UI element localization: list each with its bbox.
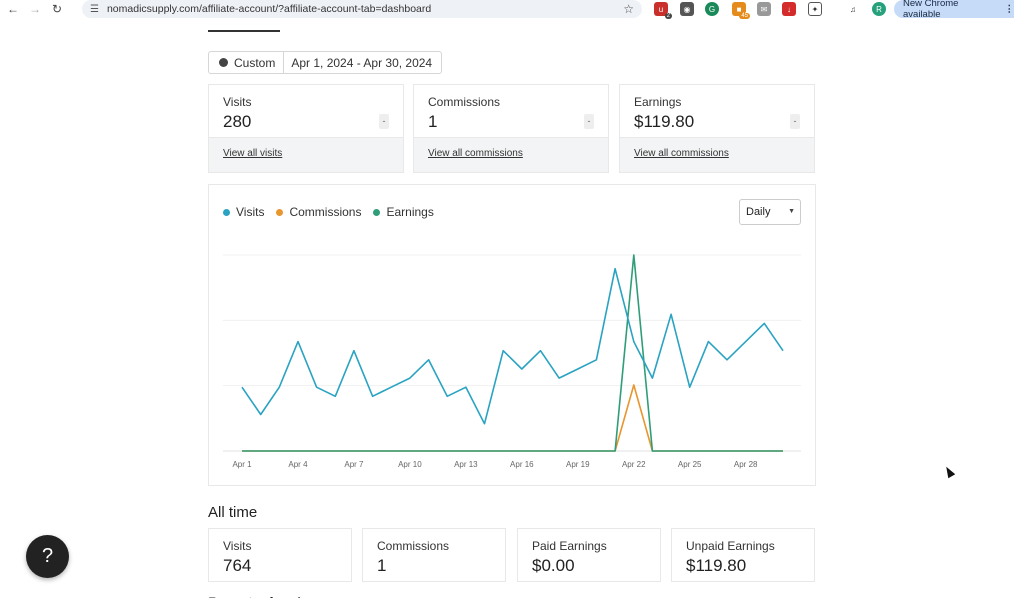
mouse-cursor-icon bbox=[942, 464, 956, 479]
legend-label: Visits bbox=[236, 205, 265, 219]
legend-item-visits[interactable]: Visits bbox=[223, 205, 264, 219]
active-tab-indicator bbox=[208, 30, 280, 32]
view-all-commissions-link[interactable]: View all commissions bbox=[428, 148, 523, 159]
stat-card-commissions: Commissions 1 - View all commissions bbox=[413, 84, 609, 173]
legend-dot bbox=[223, 208, 230, 216]
date-range-filter[interactable]: Custom Apr 1, 2024 - Apr 30, 2024 bbox=[208, 51, 443, 74]
kebab-menu-icon[interactable]: ⋮ bbox=[1004, 3, 1014, 15]
stat-label: Paid Earnings bbox=[532, 539, 607, 553]
address-bar[interactable]: ☰ nomadicsupply.com/affiliate-account/?a… bbox=[82, 0, 642, 18]
date-preset-label: Custom bbox=[234, 55, 276, 70]
activity-line-chart: Apr 1 Apr 4 Apr 7 Apr 10 Apr 13 Apr 16 Apr 19 A… bbox=[223, 254, 801, 469]
extension-badge: 45 bbox=[739, 13, 750, 19]
stat-card-earnings: Earnings $119.80 - View all commissions bbox=[619, 84, 815, 173]
all-time-card-commissions: Commissions 1 bbox=[362, 528, 506, 582]
stat-delta: - bbox=[584, 114, 594, 129]
recent-referrals-heading: Recent referrals bbox=[208, 594, 308, 598]
x-tick-label: Apr 25 bbox=[678, 460, 702, 469]
stat-value: $0.00 bbox=[532, 556, 575, 575]
stat-value: 1 bbox=[377, 556, 387, 575]
stat-label: Visits bbox=[223, 95, 252, 109]
back-icon[interactable]: ← bbox=[7, 2, 19, 16]
stat-delta: - bbox=[379, 114, 389, 129]
view-all-earnings-link[interactable]: View all commissions bbox=[634, 148, 729, 159]
stat-card-footer: View all commissions bbox=[620, 137, 814, 172]
stat-value: 280 bbox=[223, 112, 252, 131]
mail-extension-icon[interactable]: ✉ bbox=[757, 2, 771, 16]
stat-label: Unpaid Earnings bbox=[686, 539, 775, 553]
all-time-heading: All time bbox=[208, 504, 258, 521]
stat-card-footer: View all visits bbox=[209, 137, 403, 172]
clock-icon bbox=[219, 58, 228, 67]
chrome-update-label: New Chrome available bbox=[903, 0, 959, 20]
legend-label: Earnings bbox=[386, 205, 434, 219]
x-tick-label: Apr 22 bbox=[622, 460, 646, 469]
period-select-value: Daily bbox=[746, 206, 771, 218]
reload-icon[interactable]: ↻ bbox=[51, 2, 63, 16]
forward-icon[interactable]: → bbox=[29, 2, 41, 16]
stat-label: Earnings bbox=[634, 95, 682, 109]
stat-label: Commissions bbox=[428, 95, 501, 109]
chrome-update-button[interactable]: New Chrome available ⋮ bbox=[894, 0, 1014, 20]
all-time-card-visits: Visits 764 bbox=[208, 528, 352, 582]
x-tick-label: Apr 28 bbox=[734, 460, 758, 469]
extension-icon[interactable]: ■ 45 bbox=[732, 2, 750, 19]
site-info-icon[interactable]: ☰ bbox=[90, 3, 99, 15]
x-tick-label: Apr 13 bbox=[454, 460, 478, 469]
legend-dot bbox=[373, 208, 381, 216]
series-line-visits bbox=[241, 267, 784, 425]
media-control-icon[interactable]: ♫ bbox=[846, 2, 860, 16]
chevron-down-icon: ▼ bbox=[788, 208, 795, 215]
all-time-card-paid-earnings: Paid Earnings $0.00 bbox=[517, 528, 661, 582]
profile-avatar[interactable]: R bbox=[872, 2, 886, 16]
legend-dot bbox=[276, 208, 284, 216]
stat-label: Commissions bbox=[377, 539, 450, 553]
series-line-commissions bbox=[242, 384, 783, 452]
url-text: nomadicsupply.com/affiliate-account/?aff… bbox=[106, 3, 432, 15]
series-line-earnings bbox=[242, 254, 783, 452]
stat-value: 764 bbox=[223, 556, 252, 575]
x-tick-label: Apr 19 bbox=[566, 460, 590, 469]
date-range-input[interactable]: Apr 1, 2024 - Apr 30, 2024 bbox=[291, 55, 433, 70]
extension-badge: 2 bbox=[664, 13, 672, 19]
x-tick-label: Apr 4 bbox=[288, 460, 308, 469]
download-extension-icon[interactable]: ↓ bbox=[782, 2, 796, 16]
stat-value: 1 bbox=[428, 112, 438, 131]
legend-label: Commissions bbox=[289, 205, 362, 219]
robot-extension-icon[interactable]: ◉ bbox=[680, 2, 694, 16]
activity-chart-card: Apr 1 Apr 4 Apr 7 Apr 10 Apr 13 Apr 16 Apr 19 A… bbox=[208, 184, 816, 486]
x-tick-label: Apr 10 bbox=[398, 460, 422, 469]
grammar-extension-icon[interactable]: G bbox=[705, 2, 719, 16]
legend-item-earnings[interactable]: Earnings bbox=[373, 205, 434, 219]
stat-card-footer: View all commissions bbox=[414, 137, 608, 172]
stat-label: Visits bbox=[223, 539, 252, 553]
stat-value: $119.80 bbox=[686, 556, 747, 575]
x-tick-label: Apr 1 bbox=[232, 460, 252, 469]
puzzle-icon[interactable]: ✦ bbox=[808, 2, 822, 16]
period-select[interactable]: Daily ▼ bbox=[739, 199, 801, 225]
date-preset-button[interactable]: Custom bbox=[209, 52, 285, 73]
view-all-visits-link[interactable]: View all visits bbox=[223, 148, 283, 159]
help-button[interactable]: ? bbox=[26, 535, 69, 578]
bookmark-star-icon[interactable]: ☆ bbox=[623, 2, 634, 16]
stat-card-visits: Visits 280 - View all visits bbox=[208, 84, 404, 173]
chart-legend: Visits Commissions Earnings bbox=[223, 205, 446, 219]
stat-delta: - bbox=[790, 114, 800, 129]
all-time-card-unpaid-earnings: Unpaid Earnings $119.80 bbox=[671, 528, 815, 582]
stat-value: $119.80 bbox=[634, 112, 695, 131]
legend-item-commissions[interactable]: Commissions bbox=[276, 205, 361, 219]
x-tick-label: Apr 16 bbox=[510, 460, 534, 469]
x-tick-label: Apr 7 bbox=[344, 460, 364, 469]
